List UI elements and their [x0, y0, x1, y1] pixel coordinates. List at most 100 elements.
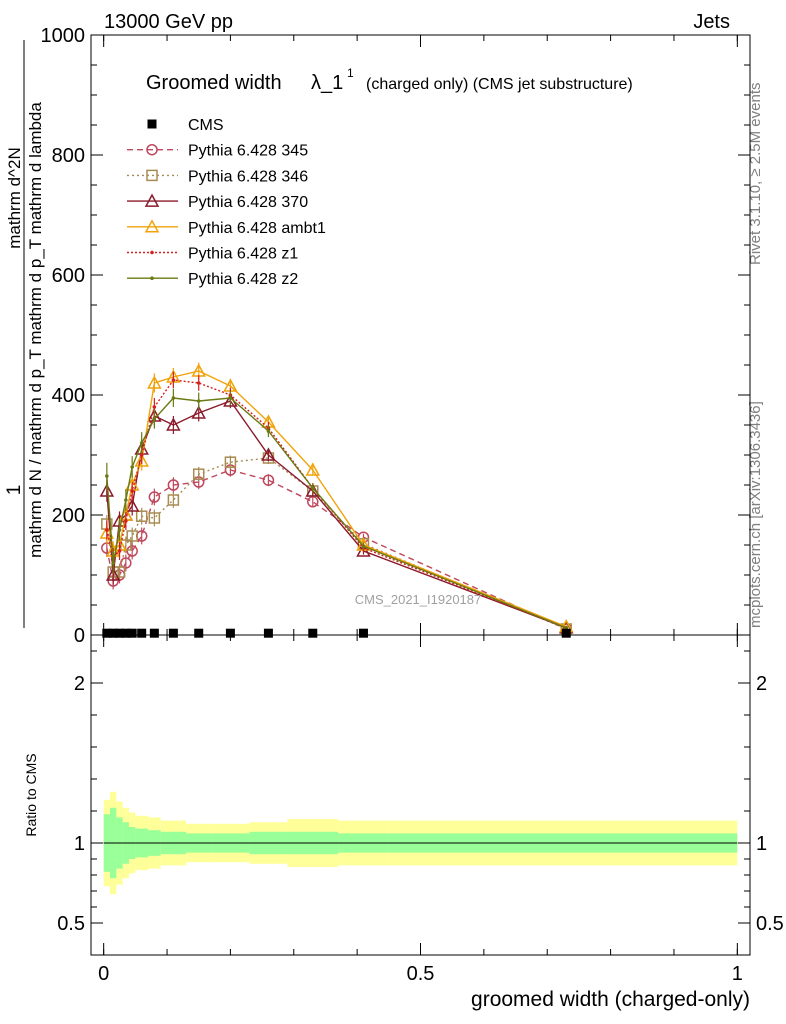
data-point [124, 498, 140, 512]
legend-entry: Pythia 6.428 z1 [127, 246, 298, 263]
legend-entry: Pythia 6.428 ambt1 [127, 219, 326, 237]
y-tick-label: 0.5 [57, 913, 85, 935]
cms-data-point [121, 628, 131, 638]
rivet-label: Rivet 3.1.10, ≥ 2.5M events [747, 83, 764, 266]
data-point [361, 544, 366, 548]
series-line [106, 370, 567, 628]
series-layer [99, 362, 574, 638]
cms-data-point [358, 628, 368, 638]
data-point [152, 405, 157, 409]
cms-data-point [137, 628, 147, 638]
cms-data-point [108, 628, 118, 638]
legend-label: Pythia 6.428 ambt1 [188, 220, 326, 237]
cms-data [102, 628, 571, 638]
data-point [171, 378, 176, 382]
data-point [111, 561, 115, 565]
header-right-label: Jets [693, 11, 730, 33]
data-point [135, 510, 148, 522]
y-tick-label: 1000 [41, 25, 86, 47]
data-point [126, 545, 138, 557]
ylabel-numerator: mathrm d^2N [5, 147, 24, 249]
legend-marker [144, 193, 160, 207]
data-point [126, 530, 138, 542]
series-line [106, 469, 567, 630]
x-tick-label: 0.5 [407, 963, 435, 985]
data-point [262, 474, 275, 486]
legend-label: Pythia 6.428 370 [188, 194, 308, 211]
data-point [124, 498, 128, 502]
legend-label: Pythia 6.428 345 [188, 143, 308, 160]
y-tick-label-right: 2 [756, 673, 767, 695]
chart-title: Groomed width λ_1 1 (charged only) (CMS … [146, 66, 633, 94]
legend-label: Pythia 6.428 z1 [188, 246, 298, 263]
y-tick-label: 0 [74, 625, 85, 647]
data-point [307, 496, 319, 508]
legend-entry: CMS [147, 117, 224, 134]
data-point [191, 405, 206, 419]
data-point [117, 549, 122, 553]
data-point [266, 429, 271, 433]
data-point [139, 441, 144, 445]
series-line [106, 457, 567, 630]
title-superscript: 1 [347, 66, 354, 80]
legend: CMS Pythia 6.428 345 Pythia 6.428 346 Pythi… [127, 117, 326, 288]
y-tick-label: 800 [52, 145, 85, 167]
x-tick-label: 1 [732, 963, 743, 985]
data-point [261, 447, 276, 461]
data-point [152, 417, 157, 421]
data-point [148, 512, 161, 524]
data-point [134, 453, 149, 467]
data-point [196, 399, 201, 403]
cms-data-point [308, 628, 318, 638]
data-point [139, 453, 144, 457]
cms-data-point [263, 628, 273, 638]
y-tick-label: 200 [52, 505, 85, 527]
data-point [224, 456, 237, 468]
y-tick-label: 2 [74, 673, 85, 695]
data-point [196, 381, 201, 385]
y-tick-label: 400 [52, 385, 85, 407]
xlabel: groomed width (charged-only) [471, 988, 750, 1011]
series-3 [99, 393, 574, 634]
cms-data-point [225, 628, 235, 638]
legend-marker [144, 219, 160, 233]
legend-label: CMS [188, 117, 224, 134]
legend-entry: Pythia 6.428 z2 [127, 271, 298, 288]
data-point [166, 417, 181, 431]
data-point [564, 626, 569, 630]
series-4 [99, 362, 574, 633]
x-tick-label: 0 [98, 963, 109, 985]
data-point [105, 567, 121, 581]
series-6 [105, 389, 569, 630]
legend-entry: Pythia 6.428 370 [127, 193, 308, 211]
series-line [106, 379, 567, 629]
legend-marker [147, 119, 157, 129]
cms-data-point [149, 628, 159, 638]
data-point [130, 465, 134, 469]
y-tick-label-right: 0.5 [756, 913, 784, 935]
series-5 [105, 371, 569, 630]
ratio-plot-frame: 0 0.5 1 0.5 0.5 1 1 2 2 [57, 634, 784, 985]
series-2 [101, 452, 572, 635]
data-point [228, 396, 233, 400]
series-1 [101, 463, 572, 635]
data-point [192, 468, 205, 480]
ratio-ylabel: Ratio to CMS [23, 753, 39, 836]
ylabel-denominator: mathrm d N / mathrm d p_T mathrm d p_T m… [26, 102, 45, 558]
legend-marker [150, 276, 154, 281]
cms-data-point [102, 628, 112, 638]
legend-marker [146, 169, 158, 182]
legend-label: Pythia 6.428 346 [188, 168, 308, 185]
legend-entry: Pythia 6.428 346 [127, 168, 308, 185]
watermark: CMS_2021_I1920187 [355, 592, 482, 607]
data-point [310, 486, 315, 490]
title-main: Groomed width [146, 72, 282, 94]
y-tick-label-right: 1 [756, 833, 767, 855]
title-suffix: (charged only) (CMS jet substructure) [366, 76, 633, 93]
data-point [130, 489, 134, 493]
data-point [124, 519, 128, 523]
series-line [106, 397, 567, 629]
y-tick-label: 600 [52, 265, 85, 287]
data-point [120, 557, 132, 569]
